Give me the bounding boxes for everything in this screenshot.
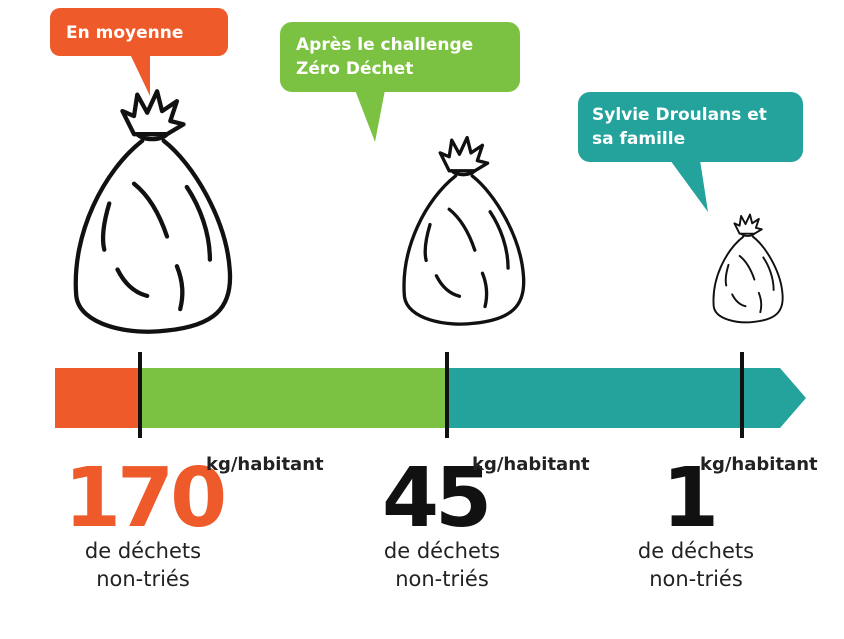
value: 170 — [64, 451, 224, 546]
bubble-orange: En moyenne — [50, 8, 228, 96]
description: non-triés — [96, 567, 190, 591]
bubble-text: En moyenne — [66, 23, 183, 43]
bubble-text: sa famille — [592, 129, 685, 149]
bubble-green: Après le challenge Zéro Déchet — [280, 22, 520, 142]
bag-icon — [404, 138, 524, 325]
description: non-triés — [649, 567, 743, 591]
unit: kg/habitant — [472, 454, 590, 475]
description: de déchets — [638, 539, 754, 563]
unit: kg/habitant — [700, 454, 818, 475]
description: non-triés — [395, 567, 489, 591]
description: de déchets — [85, 539, 201, 563]
bag-icon — [76, 91, 230, 331]
bubble-text: Sylvie Droulans et — [592, 105, 767, 125]
bag-icon — [713, 214, 782, 322]
bubble-teal: Sylvie Droulans et sa famille — [578, 92, 803, 212]
bubble-text: Zéro Déchet — [296, 59, 413, 79]
unit: kg/habitant — [206, 454, 324, 475]
scale-bar — [55, 352, 806, 438]
bubble-text: Après le challenge — [296, 35, 473, 55]
description: de déchets — [384, 539, 500, 563]
infographic: En moyenne Après le challenge Zéro Déche… — [0, 0, 844, 639]
